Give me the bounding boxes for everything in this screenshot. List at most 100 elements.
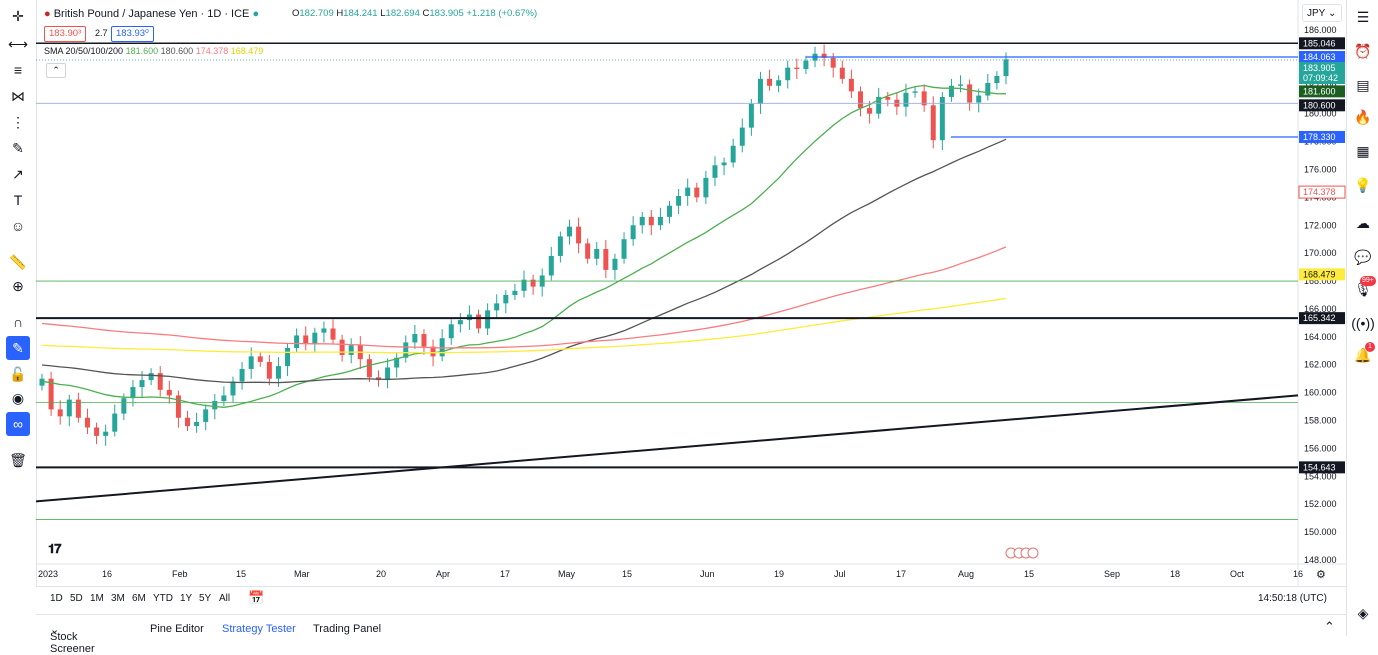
range-ytd[interactable]: YTD	[153, 593, 173, 604]
candle-body	[248, 356, 254, 369]
notifications-badge: 1	[1365, 342, 1375, 352]
price-label: 184.063	[1303, 52, 1336, 62]
candle-body	[639, 216, 645, 226]
price-label: 168.479	[1303, 269, 1336, 279]
range-1d[interactable]: 1D	[50, 593, 63, 604]
watchlist-icon[interactable]: ☰	[1356, 8, 1370, 25]
measure-icon[interactable]: ⋮	[11, 113, 25, 130]
market-status-icon: ●	[252, 8, 260, 20]
currency-selector[interactable]: JPY ⌄	[1302, 4, 1342, 22]
tab-trading-panel[interactable]: Trading Panel	[313, 623, 382, 635]
arrow-icon[interactable]: ↗	[12, 165, 24, 182]
range-5y[interactable]: 5Y	[199, 593, 212, 604]
candle-body	[976, 95, 982, 103]
candle-body	[103, 431, 109, 436]
candle-body	[712, 165, 718, 178]
brush-icon[interactable]: ✎	[12, 139, 24, 156]
candle-body	[921, 91, 927, 106]
ideas-icon[interactable]: 💡	[1354, 176, 1372, 193]
range-1m[interactable]: 1M	[90, 593, 104, 604]
text-icon[interactable]: T	[13, 192, 23, 208]
x-tick-label: Mar	[294, 569, 310, 579]
candle-body	[739, 127, 745, 146]
symbol-legend[interactable]: ● British Pound / Japanese Yen · 1D · IC…	[44, 8, 259, 20]
collapse-panel-icon[interactable]: ⌃	[1324, 619, 1335, 634]
range-3m[interactable]: 3M	[111, 593, 125, 604]
ruler-icon[interactable]: 📏	[9, 253, 27, 270]
candle-body	[239, 368, 245, 382]
notes-icon[interactable]: 💬	[1354, 248, 1372, 265]
range-all[interactable]: All	[219, 593, 231, 604]
time-range-bar: 1D 5D 1M 3M 6M YTD 1Y 5Y All 📅 14:50:18 …	[36, 586, 1346, 611]
y-tick-label: 172.000	[1304, 220, 1337, 230]
event-markers[interactable]	[1004, 547, 1044, 559]
price-label: 174.378	[1303, 187, 1336, 197]
candle-body	[585, 243, 591, 259]
calendar-icon[interactable]: ▦	[1356, 142, 1370, 159]
candle-body	[594, 248, 600, 259]
eye-icon[interactable]: ◉	[11, 389, 25, 406]
price-label: 181.600	[1303, 86, 1336, 96]
candle-body	[876, 96, 882, 114]
candle-body	[576, 226, 582, 244]
alarm-icon[interactable]: ⏰	[1354, 42, 1372, 59]
streams-icon[interactable]: ((•))	[1351, 315, 1375, 331]
candle-body	[903, 92, 909, 107]
zoom-icon[interactable]: ⊕	[12, 277, 24, 294]
collapse-legend-button[interactable]: ⌃	[46, 63, 66, 78]
x-tick-label: 16	[102, 569, 112, 579]
magnet-icon[interactable]: ∩	[12, 314, 24, 330]
link-icon[interactable]: ∞	[6, 412, 30, 436]
trash-icon[interactable]: 🗑	[9, 451, 27, 468]
sma20-line	[41, 84, 1007, 408]
chat-icon[interactable]: ☁	[1356, 214, 1370, 231]
sma-legend[interactable]: SMA 20/50/100/200 181.600 180.600 174.37…	[44, 46, 264, 56]
clock[interactable]: 14:50:18 (UTC)	[1258, 593, 1327, 604]
candle-body	[221, 395, 227, 401]
range-6m[interactable]: 6M	[132, 593, 146, 604]
change-value: +1.218 (+0.67%)	[466, 8, 538, 19]
candle-body	[548, 255, 554, 276]
candle-body	[930, 105, 936, 141]
settings-icon[interactable]: ⚙	[1316, 568, 1326, 581]
candle-body	[84, 417, 90, 428]
candle-body	[621, 239, 627, 259]
candle-body	[412, 334, 418, 343]
layers-icon[interactable]: ◈	[1357, 604, 1369, 621]
candle-body	[94, 427, 100, 436]
pencil-lock-icon[interactable]: ✎	[6, 336, 30, 360]
candle-body	[166, 389, 172, 396]
y-tick-label: 154.000	[1304, 471, 1337, 481]
goto-date-icon[interactable]: 📅	[248, 590, 265, 605]
price-label-bg	[1298, 185, 1346, 199]
hotlist-icon[interactable]: 🔥	[1354, 108, 1372, 125]
crosshair-icon[interactable]: ✛	[12, 7, 24, 24]
chevron-down-icon: ⌄	[1327, 8, 1337, 19]
tab-stock-screener[interactable]: Stock Screener ⌄	[50, 624, 95, 655]
price-label-bg	[1299, 130, 1345, 143]
candle-body	[885, 96, 891, 100]
chart-canvas[interactable]: 148.000 150.000 152.000 154.000 156.000 158.0…	[36, 0, 1346, 586]
left-toolbar: ✛ ⟷ ≡ ⋈ ⋮ ✎ ↗ T ☺ 📏 ⊕ ∩ ✎ 🔓 ◉ ∞ 🗑	[0, 0, 37, 610]
candle-body	[657, 216, 663, 226]
lock-icon[interactable]: 🔓	[9, 365, 27, 382]
range-5d[interactable]: 5D	[70, 593, 83, 604]
tab-pine-editor[interactable]: Pine Editor	[150, 623, 204, 635]
data-window-icon[interactable]: ▤	[1356, 76, 1370, 93]
fib-icon[interactable]: ≡	[13, 62, 23, 78]
candle-body	[121, 398, 127, 414]
buy-button[interactable]: 183.93⁰	[111, 26, 154, 42]
candle-body	[485, 310, 491, 329]
panel-tabs: Stock Screener ⌄ Pine Editor Strategy Te…	[36, 614, 1346, 655]
candle-body	[612, 258, 618, 270]
horizontal-line-icon[interactable]: ⟷	[7, 35, 29, 52]
tab-strategy-tester[interactable]: Strategy Tester	[222, 623, 296, 635]
emoji-icon[interactable]: ☺	[10, 218, 26, 234]
high-value: 184.241	[343, 8, 378, 19]
range-1y[interactable]: 1Y	[180, 593, 193, 604]
price-label-bg	[1299, 51, 1345, 64]
y-tick-label: 162.000	[1304, 360, 1337, 370]
pattern-icon[interactable]: ⋈	[11, 87, 25, 104]
sell-button[interactable]: 183.90³	[44, 26, 87, 42]
countdown-label: 07:09:42	[1303, 73, 1338, 83]
